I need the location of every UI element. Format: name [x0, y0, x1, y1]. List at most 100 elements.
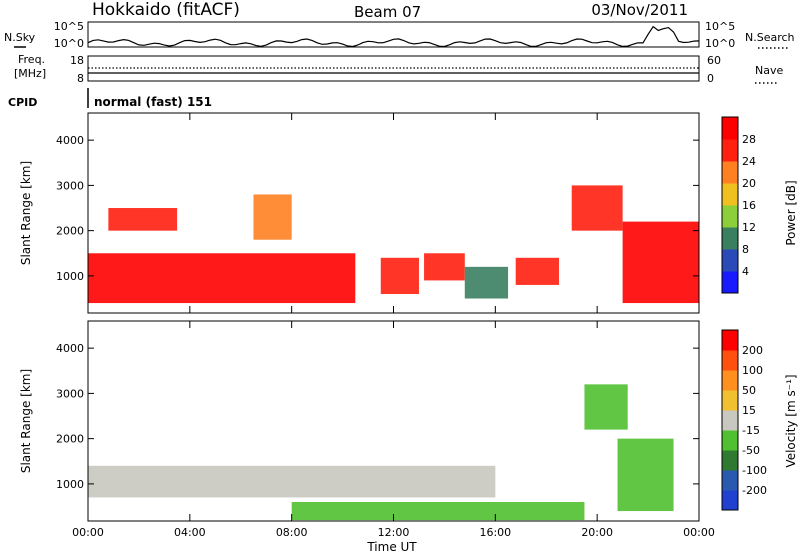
nsearch-tick-bottom: 10^0 [705, 37, 735, 50]
colorbar-frame [721, 116, 739, 294]
cpid-row: CPID normal (fast) 151 [8, 88, 212, 109]
power-tick-label: 24 [742, 155, 756, 168]
velocity-tick-label: -50 [742, 444, 760, 457]
velocity-colorbar-swatches [721, 329, 739, 511]
nsky-strip: N.Sky 10^5 10^0 N.Search 10^5 10^0 [4, 20, 795, 50]
ytick-label: 4000 [56, 342, 84, 355]
power-xaxis [87, 113, 700, 313]
date-title: 03/Nov/2011 [591, 1, 688, 19]
colorbar-swatch [722, 330, 738, 351]
velocity-tick-label: 100 [742, 364, 763, 377]
power-tick-label: 12 [742, 221, 756, 234]
colorbar-swatch [722, 271, 738, 294]
nave-label: Nave [755, 64, 783, 77]
ytick-label: 1000 [56, 478, 84, 491]
freq-strip: Freq. [MHz] 18 8 Nave 60 0 [14, 53, 783, 85]
heatmap-cell [88, 465, 496, 498]
velocity-colorbar: 200 100 50 15 -15 -50 -100 -200 Velocity [m s⁻¹… [721, 329, 798, 511]
ytick-label: 2000 [56, 225, 84, 238]
heatmap-cell [108, 208, 178, 231]
power-tick-label: 20 [742, 177, 756, 190]
ytick-label: 2000 [56, 433, 84, 446]
time-tick-label: 00:00 [72, 526, 104, 539]
colorbar-swatch [722, 370, 738, 391]
time-tick-label: 20:00 [581, 526, 613, 539]
time-tick-label: 04:00 [174, 526, 206, 539]
colorbar-swatch [722, 390, 738, 411]
velocity-tick-label: 15 [742, 404, 756, 417]
heatmap-cell [515, 257, 559, 285]
velocity-colorbar-ticks: 200 100 50 15 -15 -50 -100 -200 [742, 344, 767, 497]
colorbar-swatch [722, 139, 738, 162]
heatmap-cell [571, 185, 623, 231]
colorbar-swatch [722, 490, 738, 511]
colorbar-swatch [722, 470, 738, 491]
colorbar-swatch [722, 117, 738, 140]
colorbar-swatch [722, 205, 738, 228]
nsky-label: N.Sky [4, 31, 36, 44]
power-colorbar-swatches [721, 116, 739, 294]
ytick-label: 3000 [56, 179, 84, 192]
time-tick-label: 16:00 [479, 526, 511, 539]
power-ylabel: Slant Range [km] [19, 161, 33, 265]
ytick-label: 3000 [56, 387, 84, 400]
freq-label-line1: Freq. [18, 53, 45, 66]
heatmap-cell [622, 221, 699, 304]
velocity-colorbar-label: Velocity [m s⁻¹] [784, 374, 798, 467]
velocity-tick-label: -200 [742, 484, 767, 497]
power-tick-label: 16 [742, 199, 756, 212]
velocity-yaxis: 1000 2000 3000 4000 [56, 342, 699, 491]
cpid-text: normal (fast) 151 [94, 95, 212, 109]
velocity-heatmap [88, 384, 674, 521]
heatmap-cell [424, 253, 465, 281]
cpid-label: CPID [8, 96, 37, 109]
heatmap-cell [464, 266, 509, 299]
nsky-tick-bottom: 10^0 [54, 37, 84, 50]
colorbar-swatch [722, 350, 738, 371]
heatmap-cell [584, 384, 628, 430]
nave-tick-top: 60 [707, 54, 721, 67]
velocity-tick-label: -15 [742, 424, 760, 437]
nsky-strip-frame [87, 21, 700, 48]
colorbar-swatch [722, 227, 738, 250]
colorbar-frame [721, 329, 739, 511]
freq-tick-top: 18 [70, 54, 84, 67]
time-axis-title: Time UT [366, 540, 417, 554]
nsky-series [87, 25, 700, 48]
power-yaxis: 1000 2000 3000 4000 [56, 134, 699, 283]
power-heatmap [88, 185, 699, 304]
power-tick-label: 4 [742, 265, 749, 278]
time-tick-label: 12:00 [378, 526, 410, 539]
velocity-xaxis [87, 321, 700, 521]
velocity-ylabel: Slant Range [km] [19, 369, 33, 473]
colorbar-swatch [722, 183, 738, 206]
colorbar-swatch [722, 410, 738, 431]
ytick-label: 4000 [56, 134, 84, 147]
nave-tick-bottom: 0 [707, 72, 714, 85]
velocity-tick-label: -100 [742, 464, 767, 477]
heatmap-cell [253, 194, 292, 240]
time-tick-label: 00:00 [683, 526, 715, 539]
station-title: Hokkaido (fitACF) [92, 0, 240, 20]
power-panel: 1000 2000 3000 4000 Slant Range [km] [19, 112, 700, 314]
velocity-tick-label: 200 [742, 344, 763, 357]
freq-tick-bottom: 8 [77, 72, 84, 85]
nsearch-tick-top: 10^5 [705, 20, 735, 33]
heatmap-cell [617, 438, 674, 512]
colorbar-swatch [722, 161, 738, 184]
colorbar-swatch [722, 430, 738, 451]
nsearch-label: N.Search [745, 31, 795, 44]
ytick-label: 1000 [56, 270, 84, 283]
heatmap-cell [88, 253, 356, 304]
heatmap-cell [380, 257, 419, 294]
velocity-panel: 1000 2000 3000 4000 Slant Range [km] [19, 320, 700, 522]
power-tick-label: 8 [742, 243, 749, 256]
velocity-tick-label: 50 [742, 384, 756, 397]
power-colorbar-ticks: 4 8 12 16 20 24 28 [742, 133, 756, 278]
beam-title: Beam 07 [354, 3, 421, 21]
heatmap-cell [291, 501, 585, 521]
time-axis-labels: 00:00 04:00 08:00 12:00 16:00 20:00 00:00 [72, 526, 715, 539]
power-tick-label: 28 [742, 133, 756, 146]
colorbar-swatch [722, 450, 738, 471]
